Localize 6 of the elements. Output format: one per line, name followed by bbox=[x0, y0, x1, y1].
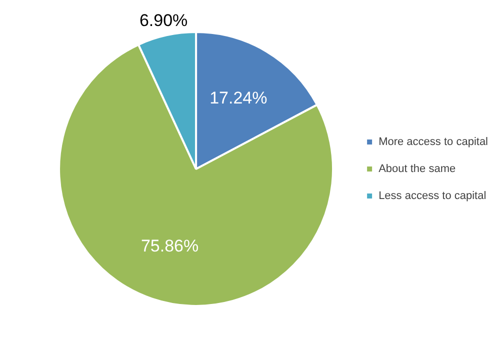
legend-label: Less access to capital bbox=[378, 190, 486, 202]
legend-label: About the same bbox=[378, 163, 456, 176]
data-label: 17.24% bbox=[210, 88, 268, 108]
legend-label: More access to capital bbox=[378, 136, 488, 148]
data-label: 75.86% bbox=[140, 236, 199, 256]
data-label: 6.90% bbox=[139, 11, 188, 30]
